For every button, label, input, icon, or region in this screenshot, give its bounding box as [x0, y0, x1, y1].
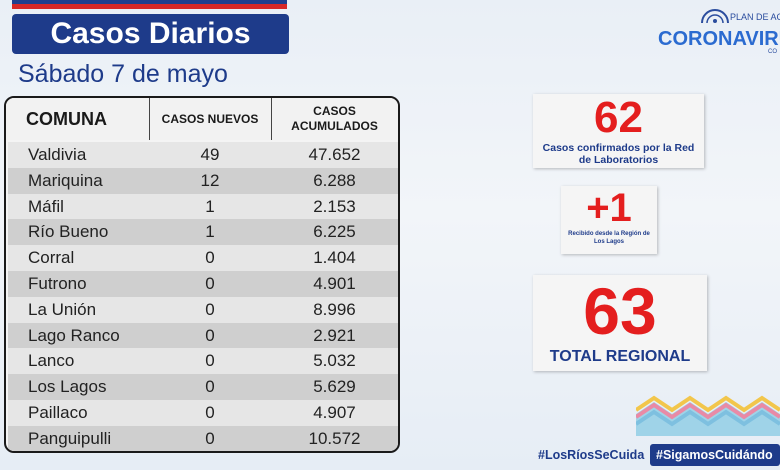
cell-casos-nuevos: 0 [205, 248, 215, 268]
cell-comuna: Mariquina [28, 170, 103, 190]
hashtag-losrios: #LosRíosSeCuida [538, 448, 645, 462]
cases-table: COMUNA CASOS NUEVOS CASOS ACUMULADOS Val… [4, 96, 400, 453]
logo-plan-text: PLAN DE ACC [730, 12, 780, 22]
table-row: Corral 0 1.404 [8, 245, 398, 271]
cell-casos-acumulados: 4.907 [313, 402, 356, 422]
header-casos-acumulados: CASOS ACUMULADOS [291, 104, 378, 133]
header-comuna: COMUNA [26, 108, 107, 129]
cell-casos-nuevos: 0 [205, 325, 215, 345]
logo-brand-text: CORONAVIRU [658, 28, 780, 50]
lab-cases-card: 62 Casos confirmados por la Red de Labor… [533, 94, 704, 168]
lab-cases-label: Casos confirmados por la Red de Laborato… [542, 142, 695, 166]
hashtag-sigamos: #SigamosCuidándo [650, 444, 780, 466]
cell-comuna: Panguipulli [28, 428, 112, 448]
cell-casos-nuevos: 49 [200, 145, 220, 164]
cell-casos-acumulados: 10.572 [308, 428, 361, 448]
table-row: Máfil 1 2.153 [8, 193, 398, 220]
cell-comuna: Futrono [28, 273, 87, 293]
table-row: Valdivia 49 47.652 [8, 142, 398, 168]
report-date: Sábado 7 de mayo [18, 60, 228, 88]
cell-casos-acumulados: 8.996 [313, 299, 356, 319]
cell-casos-acumulados: 4.901 [313, 273, 356, 293]
cell-casos-acumulados: 47.652 [308, 145, 361, 164]
cell-casos-acumulados: 5.629 [313, 377, 356, 397]
cell-casos-nuevos: 1 [205, 222, 215, 242]
cell-casos-nuevos: 0 [205, 428, 215, 448]
received-cases-label: Recibido desde la Región de Los Lagos [568, 231, 650, 245]
logo-sub-text: CO [768, 49, 777, 55]
cell-comuna: Los Lagos [28, 377, 107, 397]
table-row: Futrono 0 4.901 [8, 270, 398, 297]
cell-casos-nuevos: 12 [200, 170, 220, 190]
cell-casos-acumulados: 5.032 [313, 351, 356, 371]
table-row: Río Bueno 1 6.225 [8, 219, 398, 246]
cell-casos-nuevos: 0 [205, 377, 215, 397]
cell-casos-nuevos: 1 [205, 196, 215, 216]
cell-comuna: Paillaco [28, 402, 88, 422]
cell-casos-acumulados: 1.404 [313, 248, 356, 268]
cell-casos-nuevos: 0 [205, 299, 215, 319]
table-body: Valdivia 49 47.652 Mariquina 12 6.288 Máfil 1 2.… [8, 142, 398, 451]
cell-casos-acumulados: 6.225 [313, 222, 356, 242]
cell-comuna: Lanco [28, 351, 75, 371]
header-casos-nuevos: CASOS NUEVOS [161, 112, 259, 126]
table-row: Lanco 0 5.032 [8, 348, 398, 375]
emblem-icon [701, 9, 729, 24]
table-row: Mariquina 12 6.288 [8, 167, 398, 194]
page-title: Casos Diarios [12, 14, 289, 54]
cell-casos-nuevos: 0 [205, 402, 215, 422]
cell-casos-acumulados: 2.153 [313, 196, 356, 216]
flag-stripe [12, 0, 287, 9]
total-regional-value: 63 [583, 274, 657, 348]
cell-casos-acumulados: 6.288 [313, 170, 356, 190]
table-row: Los Lagos 0 5.629 [8, 374, 398, 400]
cell-casos-nuevos: 0 [205, 273, 215, 293]
cell-casos-nuevos: 0 [205, 351, 215, 371]
cell-comuna: Corral [28, 248, 75, 268]
lab-cases-value: 62 [594, 93, 643, 142]
cell-comuna: Lago Ranco [28, 325, 120, 345]
cell-comuna: Valdivia [28, 145, 87, 164]
table-header: COMUNA CASOS NUEVOS CASOS ACUMULADOS [6, 98, 398, 140]
total-regional-label: TOTAL REGIONAL [549, 348, 691, 365]
table-row: La Unión 0 8.996 [8, 296, 398, 323]
wave-decoration-icon [636, 395, 780, 436]
table-row: Paillaco 0 4.907 [8, 399, 398, 426]
cell-comuna: La Unión [28, 299, 97, 319]
table-row: Lago Ranco 0 2.921 [8, 322, 398, 349]
cell-comuna: Máfil [28, 196, 64, 216]
cell-casos-acumulados: 2.921 [313, 325, 356, 345]
received-cases-value: +1 [586, 186, 632, 230]
received-cases-card: +1 Recibido desde la Región de Los Lagos [561, 186, 657, 254]
coronavirus-plan-logo: PLAN DE ACC CORONAVIRU CO [656, 8, 780, 56]
total-regional-card: 63 TOTAL REGIONAL [533, 275, 707, 371]
cell-comuna: Río Bueno [28, 222, 109, 242]
table-row: Panguipulli 0 10.572 [8, 425, 398, 451]
